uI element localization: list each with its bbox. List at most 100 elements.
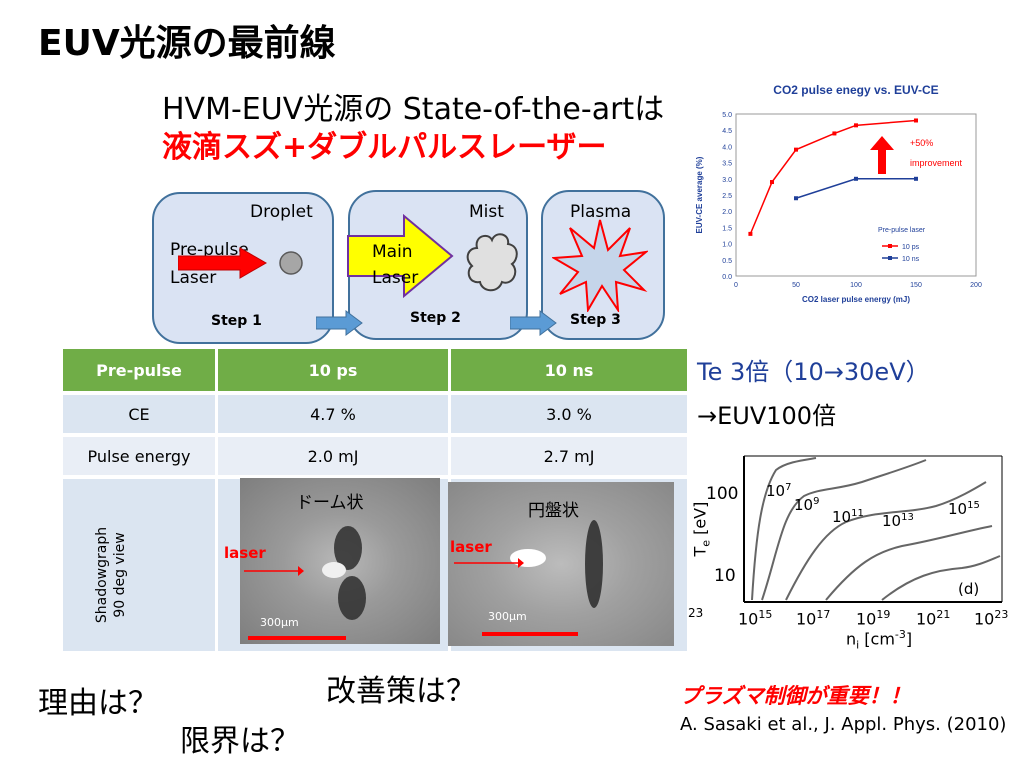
contour-c13: 1013 [882, 512, 914, 530]
contour-c15-exp: 15 [967, 500, 980, 511]
contour-xlabel-end: ] [905, 629, 913, 649]
data-point [854, 176, 858, 181]
prepulse-arrow-icon [178, 247, 268, 279]
contour-c7-exp: 7 [785, 482, 792, 493]
dome-shape-icon [322, 526, 366, 620]
step3-label: Step 3 [570, 312, 621, 328]
table-row-ce: CE 4.7 % 3.0 % [63, 395, 687, 433]
laser-arrow-1-icon [244, 566, 304, 576]
x-tick-label: 50 [792, 282, 800, 289]
contour-c7-base: 10 [766, 482, 786, 500]
mist-label: Mist [469, 202, 504, 222]
y-tick-label: 0.5 [722, 258, 732, 265]
contour-y10: 10 [714, 566, 736, 586]
table-cell: 4.7 % [215, 395, 448, 433]
contour-y100: 100 [706, 484, 739, 504]
data-point [794, 196, 798, 201]
contour-x21-base: 10 [916, 609, 937, 629]
contour-xlabel-sub: i [856, 638, 860, 652]
improvement-arrow-icon [870, 136, 894, 174]
laser-label-2: laser [450, 538, 492, 556]
droplet-label: Droplet [250, 202, 313, 222]
droplet-icon [279, 251, 303, 275]
x-axis-label: CO2 laser pulse energy (mJ) [802, 295, 910, 304]
contour-x21: 1021 [916, 608, 950, 628]
table-header-10ps: 10 ps [215, 349, 448, 391]
y-tick-label: 1.0 [722, 242, 732, 249]
step2-label: Step 2 [410, 310, 461, 326]
contour-c9-exp: 9 [813, 496, 820, 507]
legend-marker [888, 256, 892, 260]
ce-chart-svg: CO2 pulse enegy vs. EUV-CE 0.0 0.5 1.0 1.5 2.… [695, 83, 982, 304]
contour-x17-exp: 17 [816, 608, 831, 621]
y-tick-label: 2.5 [722, 193, 732, 200]
data-point [770, 180, 774, 185]
data-point [794, 147, 798, 152]
plasma-label: Plasma [570, 202, 632, 222]
shadowgraph-image-10ns: 円盤状 laser 300μm [448, 482, 674, 646]
plasma-control-text: プラズマ制御が重要！！ [680, 684, 911, 708]
contour-c9-base: 10 [794, 496, 814, 514]
table-cell: CE [63, 395, 215, 433]
data-point [832, 131, 837, 136]
chart-title: CO2 pulse enegy vs. EUV-CE [773, 83, 938, 97]
scale-label-2: 300μm [488, 610, 527, 623]
laser-arrow-2-icon [454, 558, 524, 568]
main-laser-arrow-icon [347, 214, 454, 298]
contour-c13-exp: 13 [901, 512, 914, 523]
laser-label-1: laser [224, 544, 266, 562]
table-header-prepulse: Pre-pulse [63, 349, 215, 391]
y-tick-label: 4.5 [722, 128, 732, 135]
table-row-pulse-energy: Pulse energy 2.0 mJ 2.7 mJ [63, 437, 687, 475]
contour-x23-exp: 23 [994, 608, 1009, 621]
y-tick-label: 4.0 [722, 144, 732, 151]
contour-ylabel-sub: e [699, 539, 713, 547]
te-text-2: →EUV100倍 [697, 402, 837, 430]
contour-plot-svg [743, 455, 1003, 603]
question-genkai: 限界は？ [180, 724, 300, 759]
prepulse-label: Pre-pulse [170, 240, 249, 260]
contour-x19: 1019 [856, 608, 890, 628]
contour-x15: 1015 [738, 608, 772, 628]
table-cell: 3.0 % [448, 395, 687, 433]
contour-panel-label: (d) [958, 580, 980, 598]
contour-plot: 100 10 Te [eV] 23 1015 1017 1019 1021 10… [686, 452, 1016, 652]
y-tick-label: 5.0 [722, 112, 732, 119]
contour-c13-base: 10 [882, 512, 902, 530]
contour-xlabel-n: n [846, 629, 857, 649]
table-cell: Pulse energy [63, 437, 215, 475]
table-cell: 2.7 mJ [448, 437, 687, 475]
question-kaizen: 改善策は？ [326, 674, 476, 709]
contour-c11: 1011 [832, 508, 864, 526]
contour-x15-exp: 15 [758, 608, 773, 621]
disk-shape-icon [510, 520, 603, 608]
step1-label: Step 1 [211, 313, 262, 329]
contour-xlabel-sup: -3 [894, 628, 906, 641]
contour-c7: 107 [766, 482, 791, 500]
series-line-0 [749, 119, 917, 235]
y-tick-label: 3.5 [722, 161, 732, 168]
disk-title: 円盤状 [528, 501, 579, 521]
improvement-pct: +50% [910, 138, 933, 148]
series-line-1 [795, 178, 916, 199]
reference-text: A. Sasaki et al., J. Appl. Phys. (2010) [680, 714, 1007, 735]
scale-bar-2 [482, 632, 578, 636]
contour-x19-base: 10 [856, 609, 877, 629]
plot-frame [735, 113, 977, 277]
x-tick-label: 200 [970, 282, 982, 289]
data-point [914, 118, 918, 123]
contour-c11-exp: 11 [851, 508, 864, 519]
contour-x17-base: 10 [796, 609, 817, 629]
contour-ylabel: Te [eV] [690, 502, 712, 557]
y-tick-label: 3.0 [722, 177, 732, 184]
mist-cloud-icon [466, 233, 518, 292]
contour-x23: 1023 [974, 608, 1008, 628]
contour-x19-exp: 19 [876, 608, 891, 621]
shadowgraph-text: Shadowgraph [94, 526, 110, 624]
contour-x23-base: 10 [974, 609, 995, 629]
x-tick-label: 0 [734, 282, 738, 289]
legend-title: Pre-pulse laser [878, 227, 926, 234]
y-tick-label: 0.0 [722, 274, 732, 281]
prepulse-laser-label: Laser [170, 268, 217, 288]
table-header-10ns: 10 ns [448, 349, 687, 391]
